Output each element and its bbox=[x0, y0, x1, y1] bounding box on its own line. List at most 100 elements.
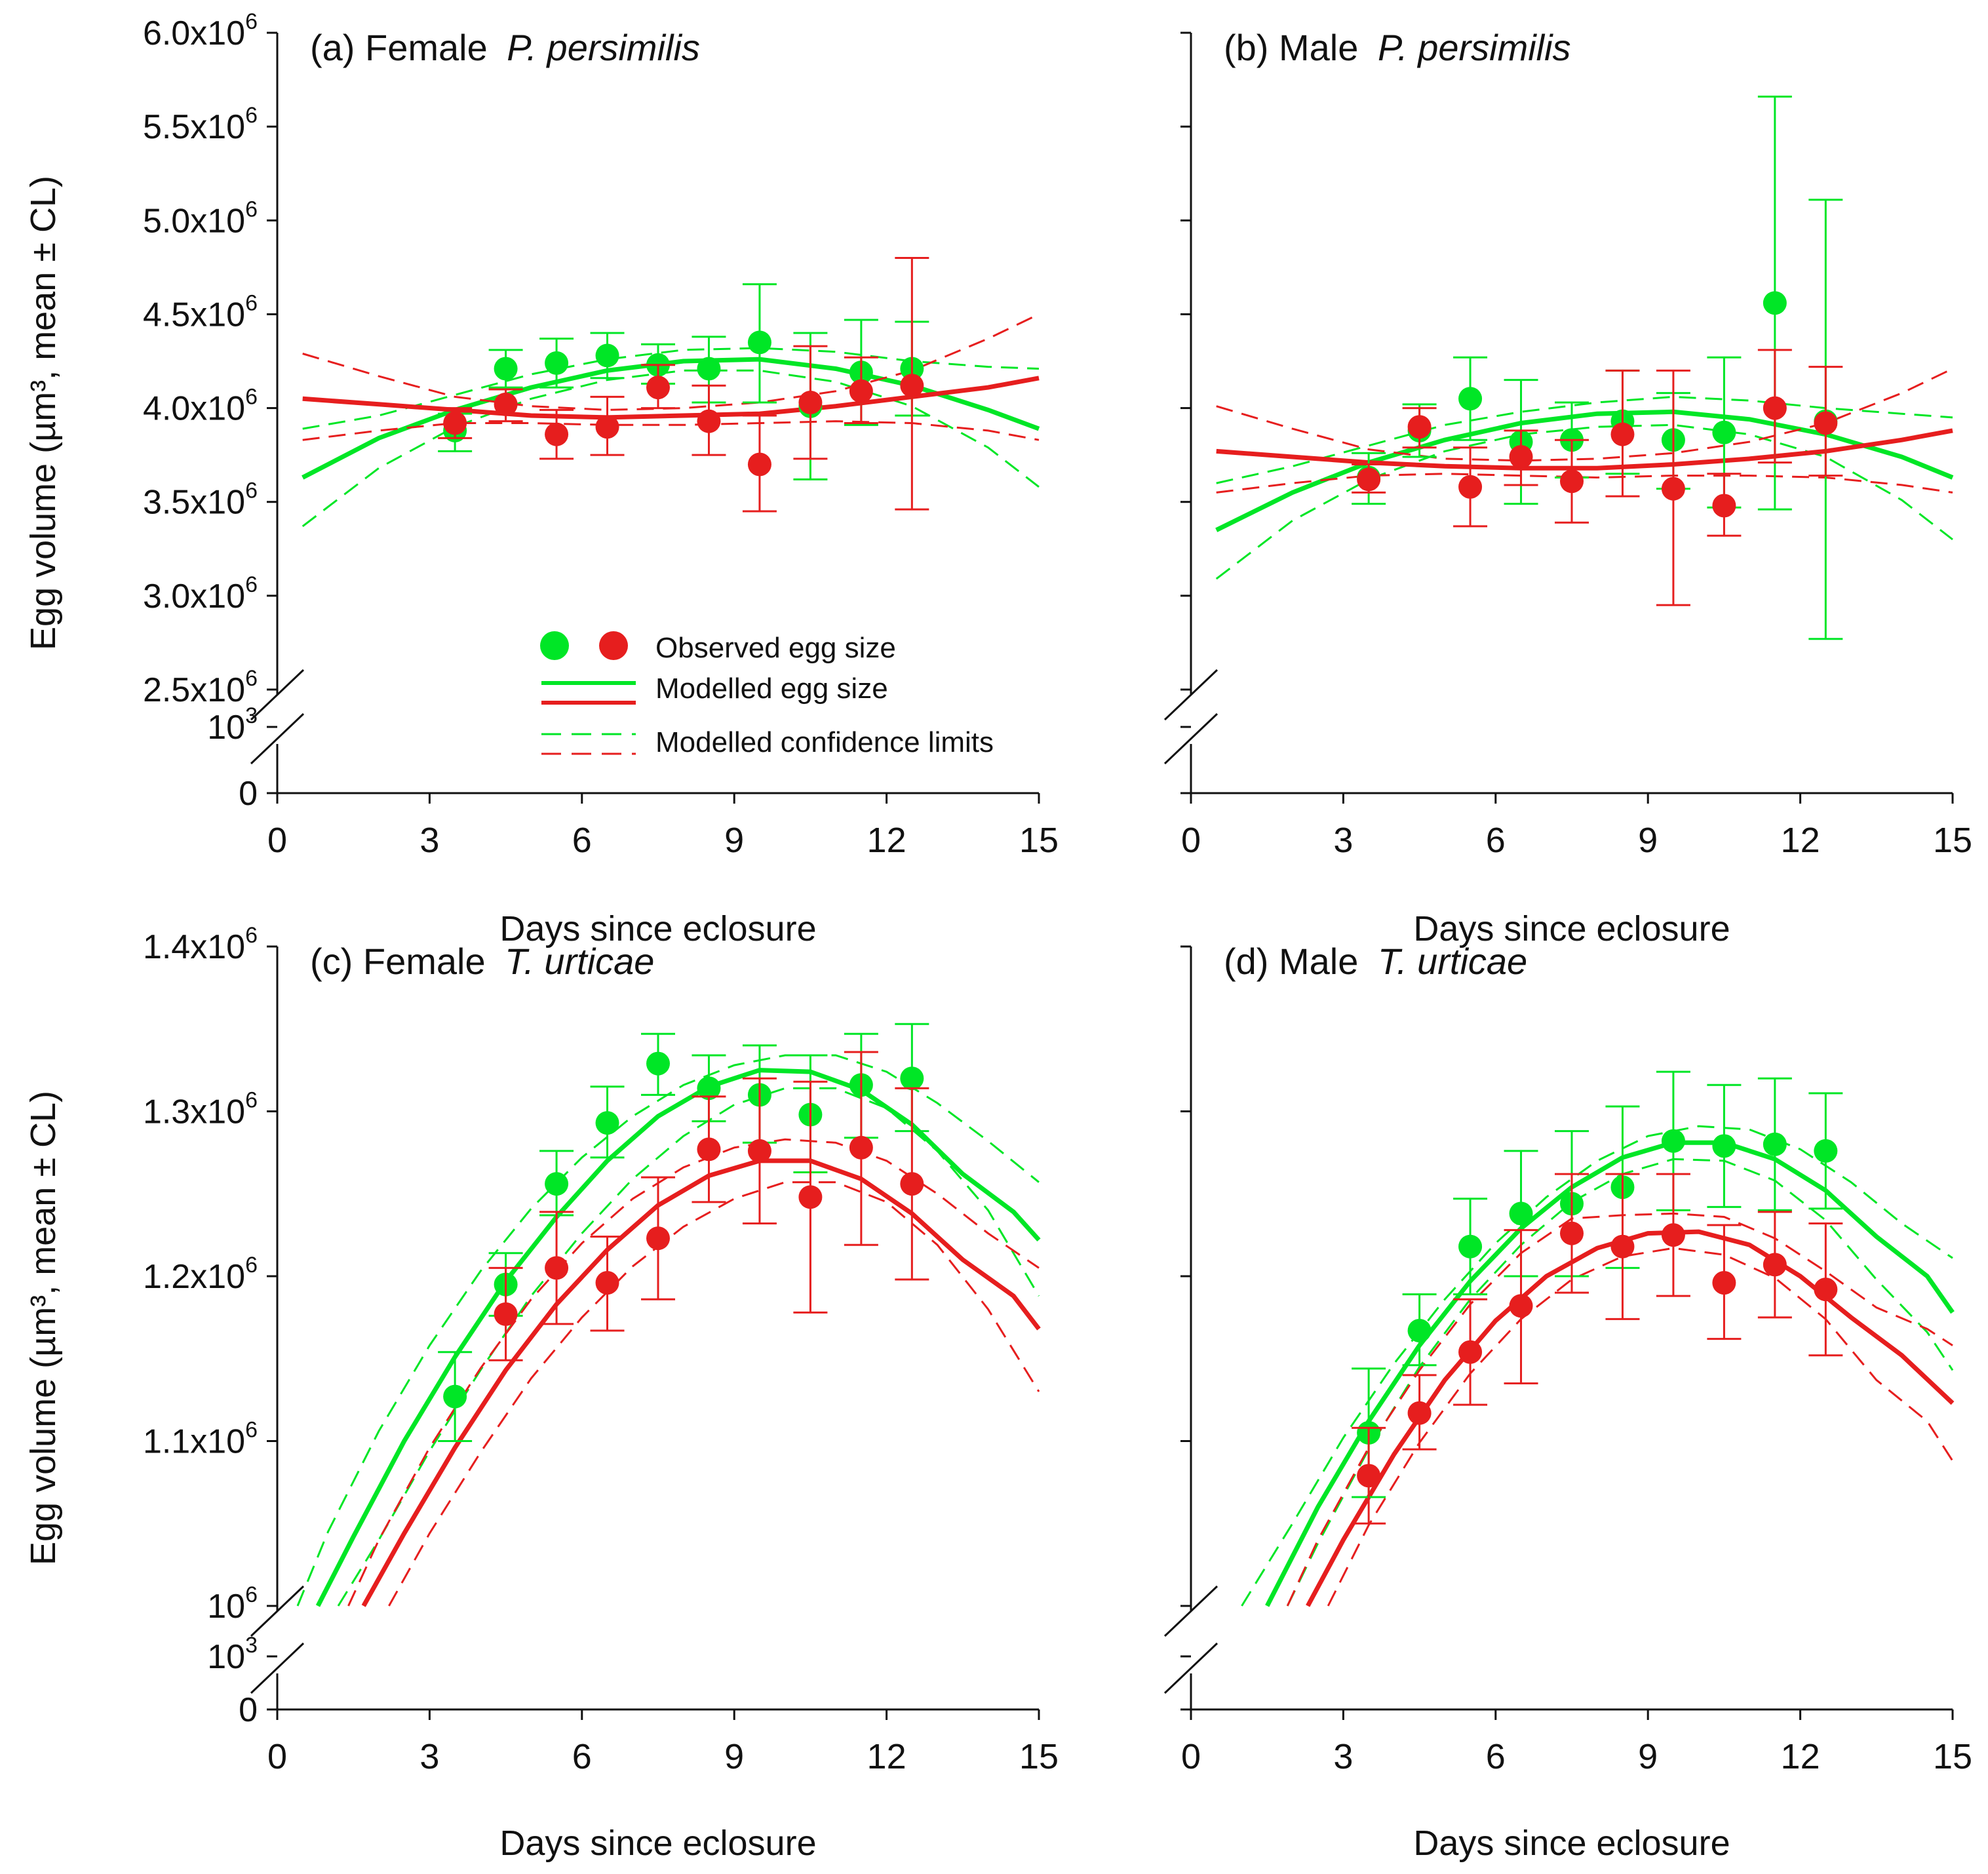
panel-c-x-tick-label: 0 bbox=[267, 1737, 287, 1776]
panel-d-x-axis-label: Days since eclosure bbox=[1413, 1824, 1730, 1863]
panel-c-y-break-label: 103 bbox=[207, 1633, 258, 1676]
panel-b-red-data-point bbox=[1814, 411, 1838, 435]
panel-a-x-tick-label: 3 bbox=[419, 821, 439, 860]
panel-d-title-species: T. urticae bbox=[1378, 941, 1527, 982]
panel-a-y-break-label: 0 bbox=[239, 775, 258, 813]
panel-d-green-upper-confidence-limit bbox=[1241, 1125, 1953, 1607]
panel-a-y-tick-label: 4.0x106 bbox=[143, 385, 258, 428]
panel-a-y-tick-label-exp: 6 bbox=[245, 478, 258, 503]
panel-c-red-data-point bbox=[494, 1302, 518, 1326]
panel-a-y-tick-label: 5.5x106 bbox=[143, 103, 258, 146]
panel-d-x-tick-label: 12 bbox=[1781, 1737, 1820, 1776]
panel-b-red-data-point bbox=[1712, 494, 1736, 518]
panel-b-green-data-point bbox=[1458, 387, 1483, 411]
panel-d-title: (d) Male T. urticae bbox=[1224, 941, 1527, 982]
panel-a-y-tick-label: 5.0x106 bbox=[143, 197, 258, 240]
panel-c-x-tick-label: 12 bbox=[867, 1737, 906, 1776]
panel-d-red-data-point bbox=[1610, 1234, 1635, 1259]
panel-b-red-upper-confidence-limit bbox=[1216, 368, 1953, 462]
panel-b-title-prefix: (b) Male bbox=[1224, 27, 1369, 68]
panel-a-x-tick-label: 6 bbox=[572, 821, 592, 860]
panel-c-y-tick-label: 1.1x106 bbox=[143, 1418, 258, 1461]
panel-c-red-data-point bbox=[595, 1271, 619, 1295]
panel-a-y-tick-label-exp: 6 bbox=[245, 572, 258, 597]
panel-c-red-data-point bbox=[697, 1137, 721, 1161]
panel-d-red-data-point bbox=[1661, 1223, 1685, 1247]
panel-d-axis-break-mark bbox=[1163, 1585, 1218, 1637]
panel-c-y-break-label-exp: 3 bbox=[245, 1633, 258, 1658]
panel-b-title-species: P. persimilis bbox=[1378, 27, 1571, 68]
panel-b-x-tick-label: 9 bbox=[1638, 821, 1658, 860]
panel-b-red-model-curve bbox=[1216, 428, 1953, 471]
panel-c-x-tick-label: 9 bbox=[724, 1737, 744, 1776]
panel-c-green-data-point bbox=[545, 1172, 569, 1196]
panel-b-red-data-point bbox=[1407, 415, 1432, 439]
panel-b-red-data-point bbox=[1560, 469, 1584, 494]
panel-d-green-data-point bbox=[1509, 1201, 1533, 1226]
panel-c-y-axis-label: Egg volume (µm³, mean ± CL) bbox=[24, 1091, 63, 1565]
panel-d-title-prefix: (d) Male bbox=[1224, 941, 1369, 982]
panel-a-y-break-label: 2.5x106 bbox=[143, 666, 258, 709]
panel-b-green-data-point bbox=[1763, 291, 1787, 315]
panel-c-red-data-point bbox=[545, 1256, 569, 1280]
panel-a-red-data-point bbox=[443, 411, 467, 435]
legend-modelled-label: Modelled egg size bbox=[655, 673, 888, 705]
panel-c-y-break-label: 106 bbox=[207, 1582, 258, 1626]
panel-b-x-axis-label: Days since eclosure bbox=[1413, 909, 1730, 948]
panel-a-red-data-point bbox=[494, 392, 518, 416]
panel-a-title: (a) Female P. persimilis bbox=[310, 27, 700, 68]
panel-c-red-upper-confidence-limit bbox=[347, 1138, 1040, 1607]
panel-b-green-data-point bbox=[1712, 420, 1736, 444]
panel-c-axis-break-mark bbox=[250, 1585, 305, 1637]
panel-b-x-tick-label: 3 bbox=[1333, 821, 1353, 860]
panel-c-y-tick-label-exp: 6 bbox=[245, 923, 258, 948]
panel-a-y-break-label: 103 bbox=[207, 703, 258, 747]
panel-c-y-break-label: 0 bbox=[239, 1691, 258, 1729]
panel-a-x-tick-label: 0 bbox=[267, 821, 287, 860]
panel-c-y-tick-label: 1.3x106 bbox=[143, 1088, 258, 1131]
panel-a-title-species: P. persimilis bbox=[507, 27, 700, 68]
panel-a-x-tick-label: 15 bbox=[1019, 821, 1059, 860]
panel-d-green-data-point bbox=[1458, 1234, 1483, 1259]
panel-a-y-tick-label-base: 3.5x10 bbox=[143, 484, 245, 522]
panel-c-y-tick-label-exp: 6 bbox=[245, 1088, 258, 1113]
panel-c-red-lower-confidence-limit bbox=[388, 1181, 1040, 1607]
panel-d-green-data-point bbox=[1814, 1139, 1838, 1163]
panel-d-red-model-curve bbox=[1306, 1229, 1955, 1607]
panel-c-y-tick-label-exp: 6 bbox=[245, 1253, 258, 1278]
panel-d-x-tick-label: 9 bbox=[1638, 1737, 1658, 1776]
panel-b-x-tick-label: 12 bbox=[1781, 821, 1820, 860]
panel-c-y-tick-label: 1.2x106 bbox=[143, 1253, 258, 1296]
legend-observed-label: Observed egg size bbox=[655, 632, 896, 664]
panel-d-green-data-point bbox=[1407, 1318, 1432, 1342]
panel-a-green-upper-confidence-limit bbox=[302, 347, 1040, 430]
panel-c-title: (c) Female T. urticae bbox=[310, 941, 654, 982]
panel-a-y-tick-label-base: 4.5x10 bbox=[143, 296, 245, 334]
panel-c-red-model-curve bbox=[361, 1158, 1041, 1607]
panel-a-y-tick-label-exp: 6 bbox=[245, 103, 258, 128]
panel-d-x-tick-label: 3 bbox=[1333, 1737, 1353, 1776]
panel-a-y-tick-label-base: 4.0x10 bbox=[143, 390, 245, 428]
panel-a-axis-break-mark bbox=[250, 669, 305, 721]
panel-c-y-tick-label-base: 1.2x10 bbox=[143, 1258, 245, 1296]
panel-d-green-model-curve bbox=[1265, 1140, 1955, 1607]
panel-d-red-data-point bbox=[1814, 1278, 1838, 1302]
panel-b-axis-break-mark bbox=[1163, 669, 1218, 721]
panel-c-green-data-point bbox=[443, 1384, 467, 1409]
panel-d-red-data-point bbox=[1407, 1401, 1432, 1425]
panel-c-x-tick-label: 3 bbox=[419, 1737, 439, 1776]
panel-c-y-tick-label-base: 1.3x10 bbox=[143, 1093, 245, 1131]
panel-c-y-tick-label-exp: 6 bbox=[245, 1418, 258, 1443]
panel-a-y-tick-label-exp: 6 bbox=[245, 385, 258, 410]
panel-c-y-break-label-base: 0 bbox=[239, 1691, 258, 1729]
legend-limits-label: Modelled confidence limits bbox=[655, 726, 994, 758]
panel-d-red-data-point bbox=[1763, 1253, 1787, 1277]
panel-d-green-data-point bbox=[1763, 1132, 1787, 1156]
panel-a-y-tick-label: 6.0x106 bbox=[143, 9, 258, 52]
panel-a-y-break-label-exp: 6 bbox=[245, 666, 258, 691]
panel-a-y-tick-label-exp: 6 bbox=[245, 290, 258, 315]
panel-a-y-break-label-base: 0 bbox=[239, 775, 258, 813]
panel-d-red-lower-confidence-limit bbox=[1327, 1247, 1954, 1607]
panel-d-red-data-point bbox=[1712, 1271, 1736, 1295]
panel-a-y-tick-label-exp: 6 bbox=[245, 9, 258, 34]
